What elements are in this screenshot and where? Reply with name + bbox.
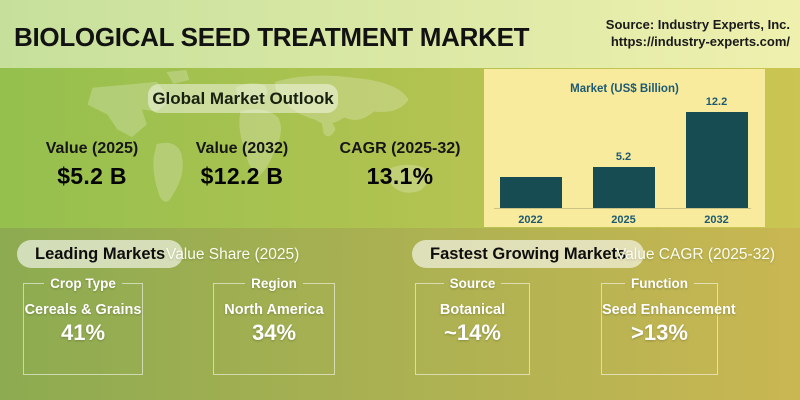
- card-value: ~14%: [444, 320, 501, 345]
- card-category: Function: [631, 276, 688, 291]
- card-category: Source: [449, 276, 496, 291]
- fastest-growing-subheading: Value CAGR (2025-32): [616, 246, 776, 263]
- card-category: Region: [251, 276, 297, 291]
- bar-value-label: 12.2: [705, 96, 728, 108]
- stat-label: CAGR (2025-32): [339, 140, 461, 157]
- chart-bar-group: 12.2 2032: [685, 69, 748, 227]
- stat-value: $12.2 B: [200, 163, 284, 189]
- card-name: Botanical: [439, 302, 506, 318]
- bar-category-label: 2025: [611, 214, 636, 226]
- card-value: >13%: [631, 320, 688, 345]
- leading-markets-pill: Leading Markets: [17, 240, 184, 268]
- stat-value: $5.2 B: [57, 163, 127, 189]
- card-crop-type: Crop Type Cereals & Grains 41%: [23, 276, 143, 375]
- stat-label: Value (2025): [45, 140, 139, 157]
- chart-title: Market (US$ Billion): [570, 83, 679, 95]
- bar: [685, 112, 748, 208]
- stat-cagr: CAGR (2025-32) 13.1%: [332, 140, 468, 190]
- header-band: BIOLOGICAL SEED TREATMENT MARKET Source:…: [0, 0, 800, 68]
- card-value: 41%: [60, 320, 106, 345]
- outlook-band: Global Market Outlook Value (2025) $5.2 …: [0, 68, 800, 228]
- bar-category-label: 2022: [518, 214, 543, 226]
- card-source: Source Botanical ~14%: [415, 276, 530, 375]
- page-title: BIOLOGICAL SEED TREATMENT MARKET: [14, 22, 530, 52]
- card-function: Function Seed Enhancement >13%: [601, 276, 736, 375]
- bar: [499, 177, 562, 208]
- source-text: Source: Industry Experts, Inc.: [605, 17, 790, 32]
- market-bar-chart: Market (US$ Billion) 2022 5.2 2025 12.2 2032: [484, 69, 765, 227]
- chart-columns: 2022 5.2 2025 12.2 2032: [496, 69, 751, 227]
- fastest-growing-heading: Fastest Growing Markets: [430, 244, 627, 263]
- stat-label: Value (2032): [195, 140, 289, 157]
- markets-band: Leading Markets Value Share (2025) Crop …: [0, 228, 800, 400]
- stat-value-2025: Value (2025) $5.2 B: [28, 140, 156, 190]
- fastest-growing-pill: Fastest Growing Markets: [412, 240, 645, 268]
- leading-markets-subheading: Value Share (2025): [166, 246, 300, 263]
- leading-markets-heading: Leading Markets: [35, 244, 166, 263]
- card-name: Seed Enhancement: [602, 302, 736, 318]
- outlook-heading: Global Market Outlook: [152, 88, 334, 108]
- bar: [592, 167, 655, 208]
- bar-category-label: 2032: [704, 214, 729, 226]
- stat-value: 13.1%: [366, 163, 434, 189]
- card-name: Cereals & Grains: [24, 302, 142, 318]
- chart-bar-group: 2022: [499, 69, 562, 227]
- bar-value-label: [500, 161, 562, 175]
- bar-value-label: 5.2: [615, 151, 632, 163]
- chart-body: Market (US$ Billion) 2022 5.2 2025 12.2 2032: [484, 69, 765, 227]
- card-value: 34%: [251, 320, 297, 345]
- chart-x-axis: [494, 208, 751, 209]
- card-region: Region North America 34%: [213, 276, 335, 375]
- card-category: Crop Type: [50, 276, 116, 291]
- stat-value-2032: Value (2032) $12.2 B: [180, 140, 304, 190]
- source-attribution: Source: Industry Experts, Inc. https://i…: [606, 16, 790, 50]
- outlook-heading-pill: Global Market Outlook: [148, 84, 338, 113]
- card-name: North America: [224, 302, 324, 318]
- source-url-link[interactable]: https://industry-experts.com/: [610, 34, 790, 49]
- chart-bar-group: 5.2 2025: [592, 69, 655, 227]
